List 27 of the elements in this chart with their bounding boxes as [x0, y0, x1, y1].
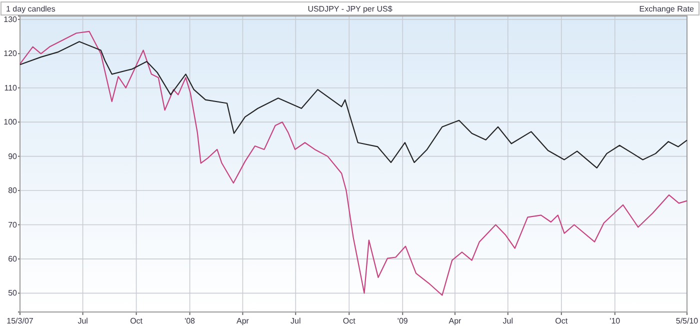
text: 1 day candles	[6, 4, 56, 14]
y-tick-label: 50	[8, 288, 18, 298]
y-axis-title: Exchange Rate	[639, 4, 695, 14]
y-tick-label: 90	[8, 152, 18, 161]
x-tick-label: Oct	[342, 316, 356, 326]
y-tick-label: 110	[4, 83, 18, 92]
line-series	[19, 30, 688, 296]
x-tick-label: '10	[610, 316, 621, 326]
y-tick-label: 130	[4, 14, 18, 24]
x-tick-label: Apr	[448, 316, 462, 326]
x-tick-label: Apr	[236, 316, 250, 326]
x-tick-label: 5/5/10	[676, 316, 699, 326]
x-tick-label: Jul	[78, 316, 88, 326]
x-tick-label: 15/3/07	[6, 316, 34, 326]
x-tick-label: '09	[397, 316, 408, 326]
y-tick-label: 60	[8, 254, 18, 264]
x-tick-label: Jul	[502, 316, 514, 326]
chart-title: USDJPY - JPY per US$	[308, 4, 393, 14]
y-tick-label: 70	[8, 220, 18, 230]
y-tick-label: 80	[8, 186, 18, 196]
y-tick-label: 100	[4, 118, 18, 127]
x-tick-label: Jul	[290, 316, 301, 326]
y-tick-label: 120	[4, 49, 18, 58]
line-series	[19, 41, 688, 168]
x-tick-label: Oct	[555, 316, 568, 326]
x-tick-label: Oct	[130, 316, 144, 326]
x-tick-label: '08	[184, 316, 196, 326]
